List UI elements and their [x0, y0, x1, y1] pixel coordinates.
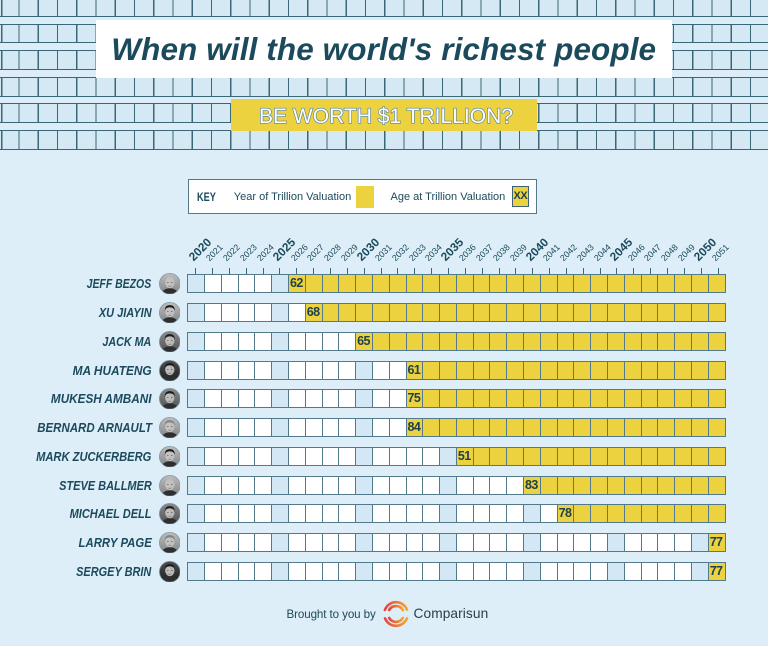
svg-text:BE WORTH $1 TRILLION?: BE WORTH $1 TRILLION?	[259, 104, 513, 128]
